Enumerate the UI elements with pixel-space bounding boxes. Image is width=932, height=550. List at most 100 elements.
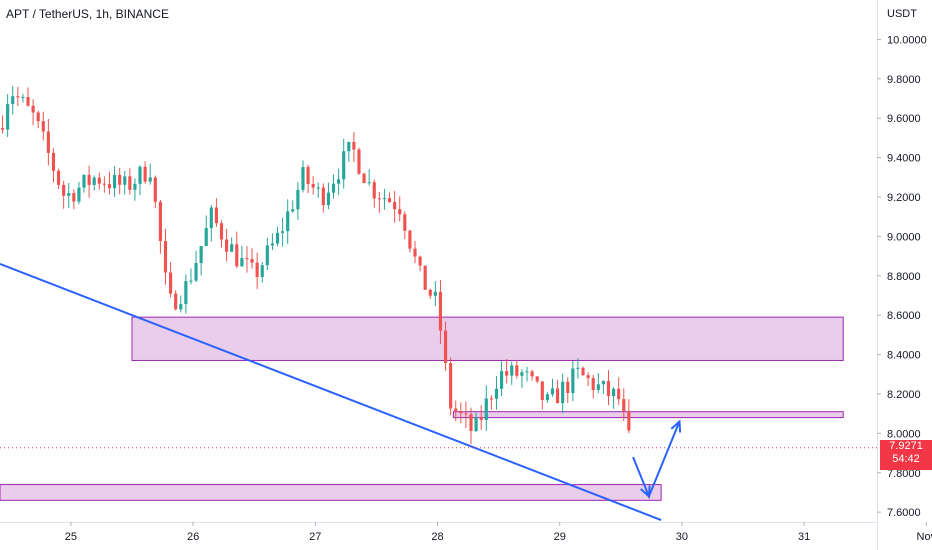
candle-body-100: [510, 365, 514, 376]
candle-body-39: [199, 245, 203, 264]
y-tick-label-7: 8.6000: [887, 310, 921, 322]
zone-rect-3: [0, 484, 662, 501]
candle-body-93: [474, 417, 478, 432]
candle-body-77: [393, 201, 397, 210]
candle-body-118: [601, 381, 605, 385]
candle-body-114: [581, 367, 585, 376]
arrow-head-2: [670, 419, 682, 433]
candle-body-64: [326, 192, 331, 206]
y-tick-label-8: 8.4000: [887, 350, 921, 362]
candle-body-43: [219, 223, 224, 240]
candle-body-113: [576, 367, 580, 369]
candle-body-59: [301, 166, 305, 190]
y-tick-label-11: 7.8000: [887, 468, 921, 480]
candle-body-40: [204, 228, 208, 246]
candle-body-9: [46, 131, 50, 153]
candle-body-37: [189, 280, 193, 282]
candle-body-31: [158, 201, 162, 242]
candle-body-5: [26, 97, 30, 106]
current-price-tag: 7.9271 54:42: [880, 439, 932, 470]
candle-body-78: [398, 209, 402, 215]
candle-body-47: [240, 258, 244, 267]
candle-body-18: [92, 177, 96, 185]
candle-body-25: [128, 176, 132, 190]
candle-body-32: [163, 241, 168, 273]
candle-body-82: [418, 256, 422, 266]
candle-body-55: [281, 231, 285, 233]
candle-body-69: [352, 141, 356, 150]
candle-body-27: [138, 166, 142, 184]
candle-body-49: [250, 258, 254, 263]
candles-layer: [0, 85, 631, 445]
price-axis[interactable]: 10.0000 9.8000 9.6000 9.4000 9.2000 9.0000 8.8…: [877, 34, 927, 519]
candle-body-70: [357, 149, 361, 174]
candle-body-71: [362, 173, 366, 184]
candle-body-53: [270, 243, 274, 246]
candle-body-99: [505, 371, 509, 376]
candle-body-24: [123, 176, 127, 185]
candle-body-86: [438, 291, 443, 331]
candle-body-51: [260, 265, 264, 277]
candle-body-13: [67, 193, 71, 196]
candle-body-20: [102, 183, 106, 185]
candle-body-54: [275, 232, 280, 244]
y-tick-label-6: 8.8000: [887, 271, 921, 283]
candle-body-22: [112, 174, 117, 189]
candle-body-119: [606, 381, 611, 397]
candle-body-103: [525, 371, 529, 373]
candle-body-73: [372, 182, 376, 199]
candle-body-41: [209, 207, 213, 229]
candle-body-88: [449, 363, 453, 409]
candle-body-14: [72, 193, 76, 202]
candle-body-23: [118, 174, 122, 185]
candle-body-110: [561, 381, 565, 404]
candle-body-122: [622, 399, 626, 411]
candle-body-108: [550, 388, 555, 395]
candle-body-63: [321, 187, 325, 206]
zone-rect-2: [452, 411, 844, 419]
x-tick-label-1: 26: [187, 531, 199, 543]
candle-body-45: [230, 244, 234, 252]
candle-body-106: [540, 381, 544, 400]
candle-body-2: [11, 96, 15, 105]
candle-body-84: [428, 289, 432, 296]
symbol-title: APT / TetherUS, 1h, BINANCE: [6, 7, 169, 21]
candle-body-15: [77, 187, 81, 202]
candle-body-96: [489, 398, 493, 400]
candle-body-16: [82, 174, 86, 188]
candle-body-91: [464, 413, 468, 415]
x-tick-label-6: 31: [798, 531, 810, 543]
candle-body-35: [179, 304, 183, 310]
candle-body-74: [377, 198, 381, 200]
candle-body-6: [31, 105, 35, 113]
y-tick-label-12: 7.6000: [887, 507, 921, 519]
candle-body-121: [617, 388, 621, 400]
x-tick-label-5: 30: [676, 531, 688, 543]
candle-body-85: [433, 291, 437, 296]
y-tick-label-3: 9.4000: [887, 153, 921, 165]
candle-body-58: [296, 189, 300, 210]
candle-body-111: [566, 381, 570, 394]
arrow-head-1: [640, 485, 651, 499]
candle-body-105: [535, 376, 539, 382]
candle-body-75: [382, 198, 387, 200]
candle-body-12: [62, 184, 66, 196]
time-axis[interactable]: 25 26 27 28 29 30 31 Nov: [65, 522, 932, 543]
candle-body-4: [21, 97, 25, 99]
candle-body-19: [97, 177, 101, 184]
candle-body-90: [459, 411, 463, 414]
drawings-layer: [0, 263, 877, 521]
candle-body-117: [596, 384, 600, 390]
candle-body-97: [494, 388, 499, 399]
candle-body-94: [479, 417, 483, 421]
candle-body-21: [107, 184, 112, 189]
trendline: [0, 263, 662, 521]
candle-body-56: [286, 211, 290, 232]
candle-body-1: [6, 104, 10, 130]
candle-body-17: [87, 174, 91, 185]
candle-body-60: [306, 166, 310, 184]
candle-body-42: [214, 207, 218, 224]
candle-body-72: [367, 182, 371, 184]
